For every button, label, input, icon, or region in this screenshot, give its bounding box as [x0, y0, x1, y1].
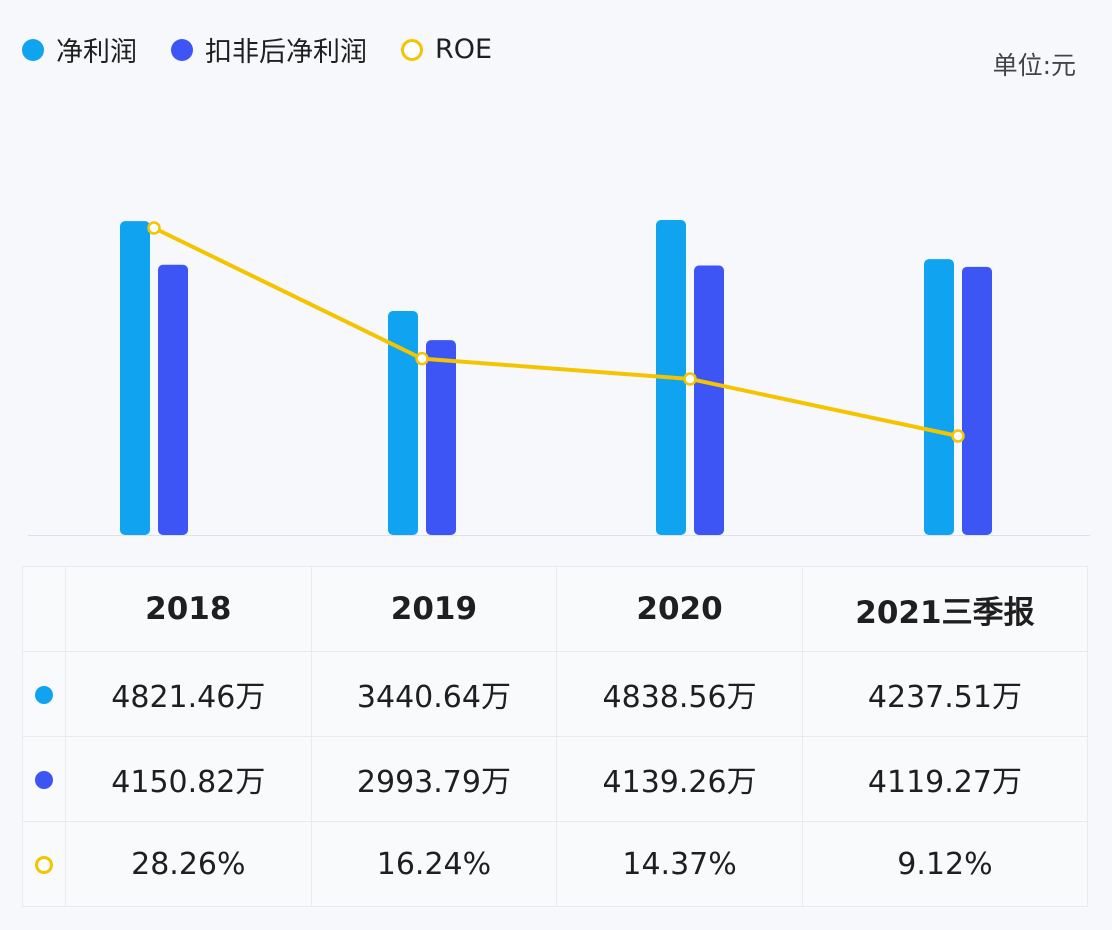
roe-line	[153, 226, 959, 438]
table-row-deducted-net-profit: 4150.82万 2993.79万 4139.26万 4119.27万	[22, 736, 1089, 822]
deducted-net-profit-dot-icon	[35, 770, 53, 789]
table-header-cell: 2021三季报	[801, 566, 1089, 652]
bar-deducted-net-profit-2021三季报	[962, 266, 992, 535]
row-marker-cell	[22, 651, 66, 737]
table-header-cell: 2020	[556, 566, 803, 652]
unit-label: 单位:元	[992, 51, 1076, 80]
table-cell: 16.24%	[310, 821, 558, 907]
table-header-cell: 2019	[310, 566, 558, 652]
bar-net-profit-2018	[120, 221, 150, 535]
table-corner-cell	[22, 566, 66, 652]
legend-item-net-profit[interactable]: 净利润	[22, 30, 137, 69]
table-cell: 4139.26万	[556, 736, 803, 822]
legend-marker-deducted-net-profit	[171, 38, 193, 61]
legend-marker-roe	[401, 38, 423, 61]
bar-deducted-net-profit-2018	[158, 264, 188, 535]
roe-point-2019	[415, 351, 429, 366]
table-header-row: 2018 2019 2020 2021三季报	[22, 566, 1089, 652]
row-marker-cell	[22, 821, 66, 907]
roe-point-2020	[683, 372, 697, 386]
table-cell: 9.12%	[801, 821, 1089, 907]
legend-item-roe[interactable]: ROE	[401, 34, 492, 65]
legend-item-deducted-net-profit[interactable]: 扣非后净利润	[171, 30, 367, 69]
table-row-net-profit: 4821.46万 3440.64万 4838.56万 4237.51万	[22, 651, 1089, 737]
legend-marker-net-profit	[22, 38, 44, 61]
chart-legend: 净利润 扣非后净利润 ROE	[22, 30, 492, 69]
net-profit-dot-icon	[35, 685, 53, 704]
legend-label-net-profit: 净利润	[56, 37, 137, 68]
table-cell: 4119.27万	[801, 736, 1089, 822]
table-cell: 4821.46万	[65, 651, 312, 737]
table-cell: 4838.56万	[556, 651, 803, 737]
roe-point-2018	[147, 221, 161, 235]
roe-ring-icon	[35, 855, 53, 874]
bar-net-profit-2019	[388, 311, 418, 535]
data-table: 2018 2019 2020 2021三季报 4821.46万 3440.64万…	[22, 566, 1089, 907]
table-cell: 4150.82万	[65, 736, 312, 822]
roe-point-2021三季报	[951, 429, 965, 443]
row-marker-cell	[22, 736, 66, 822]
table-cell: 3440.64万	[310, 651, 558, 737]
table-cell: 14.37%	[556, 821, 803, 907]
bar-deducted-net-profit-2020	[694, 265, 724, 535]
combo-chart	[28, 220, 1090, 536]
table-cell: 28.26%	[65, 821, 312, 907]
table-cell: 2993.79万	[310, 736, 558, 822]
table-header-cell: 2018	[65, 566, 312, 652]
legend-label-deducted-net-profit: 扣非后净利润	[205, 37, 367, 68]
legend-label-roe: ROE	[435, 34, 493, 65]
table-cell: 4237.51万	[801, 651, 1089, 737]
table-row-roe: 28.26% 16.24% 14.37% 9.12%	[22, 821, 1089, 907]
bar-deducted-net-profit-2019	[426, 340, 456, 535]
bar-net-profit-2021三季报	[924, 259, 954, 535]
